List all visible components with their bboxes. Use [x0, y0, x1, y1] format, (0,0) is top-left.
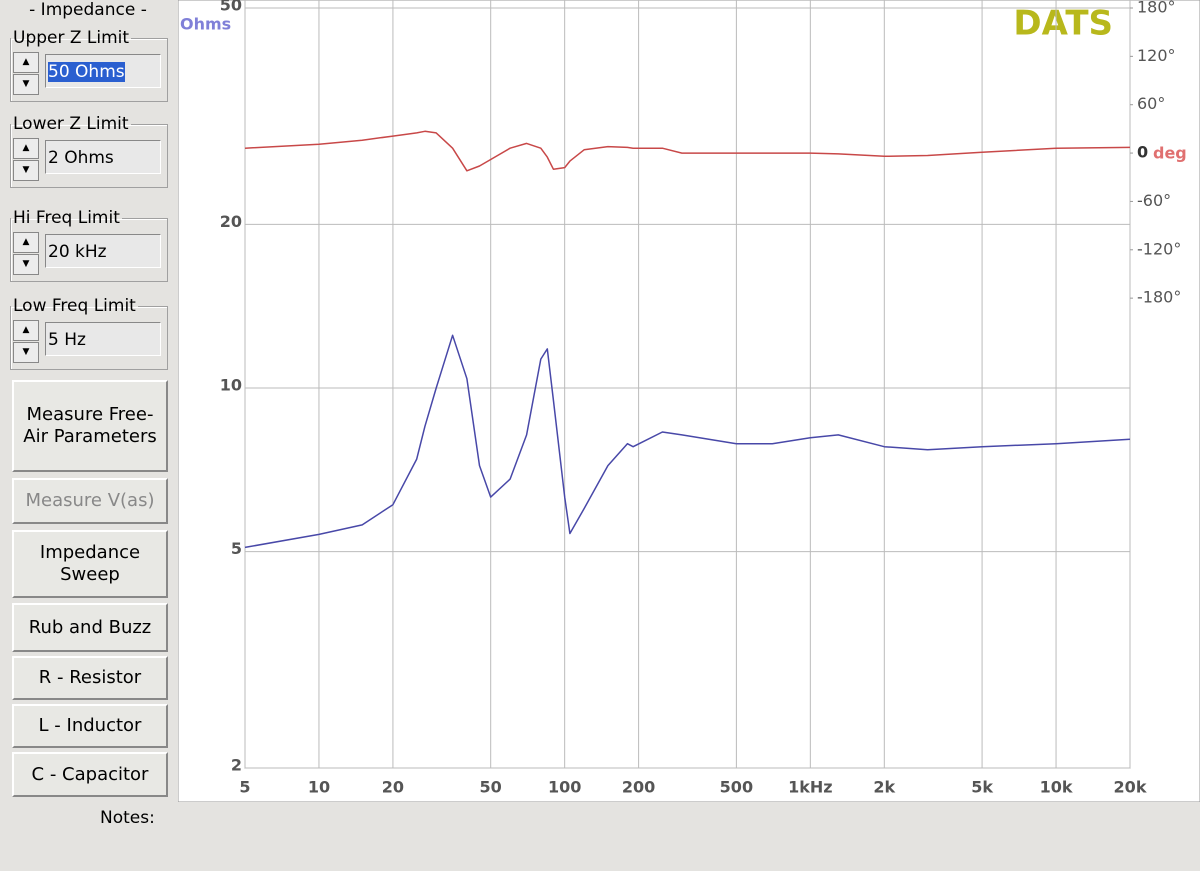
button[interactable]: L - Inductor [12, 704, 168, 748]
y-axis-label: Ohms [180, 15, 231, 34]
button[interactable]: Measure Free-Air Parameters [12, 380, 168, 472]
limit-input[interactable]: 5 Hz [45, 322, 161, 356]
sidebar: - Impedance - Upper Z Limit ▲ ▼ 50 Ohms Lowe… [0, 0, 176, 800]
spin-down[interactable]: ▼ [13, 342, 39, 363]
spin-up[interactable]: ▲ [13, 232, 39, 253]
y-tick-label: 50 [220, 0, 242, 15]
limit-label: Low Freq Limit [13, 296, 136, 316]
limit-group: Hi Freq Limit ▲ ▼ 20 kHz [10, 208, 168, 282]
y2-tick-label: 120° [1137, 46, 1176, 65]
y2-tick-label: -60° [1137, 191, 1171, 210]
series-line [244, 334, 1131, 549]
x-tick-label: 10k [1040, 778, 1073, 797]
spinner[interactable]: ▲ ▼ [13, 320, 39, 363]
notes-label: Notes: [100, 808, 155, 828]
spin-up[interactable]: ▲ [13, 138, 39, 159]
limit-value[interactable]: 5 Hz [48, 330, 86, 350]
x-tick-label: 10 [308, 778, 330, 797]
brand: DATS [1013, 4, 1113, 44]
series-line [244, 130, 1131, 172]
limit-input[interactable]: 20 kHz [45, 234, 161, 268]
y2-axis-label: deg [1153, 144, 1187, 163]
x-tick-label: 5k [971, 778, 993, 797]
spinner[interactable]: ▲ ▼ [13, 232, 39, 275]
limit-value[interactable]: 20 kHz [48, 242, 107, 262]
button[interactable]: Rub and Buzz [12, 603, 168, 652]
limit-value[interactable]: 2 Ohms [48, 148, 114, 168]
y-tick-label: 10 [220, 376, 242, 395]
spin-up[interactable]: ▲ [13, 52, 39, 73]
spinner[interactable]: ▲ ▼ [13, 52, 39, 95]
y2-tick-label: 0 [1137, 143, 1148, 162]
spin-down[interactable]: ▼ [13, 254, 39, 275]
group-title: - Impedance - [29, 0, 147, 20]
x-tick-label: 200 [622, 778, 655, 797]
chart-background [178, 0, 1200, 802]
limit-value[interactable]: 50 Ohms [48, 62, 125, 82]
x-tick-label: 100 [548, 778, 581, 797]
x-tick-label: 20k [1114, 778, 1147, 797]
x-tick-label: 1kHz [788, 778, 832, 797]
y2-tick-label: -180° [1137, 288, 1181, 307]
limit-label: Lower Z Limit [13, 114, 129, 134]
chart: Ohms DATS deg 5 10 20 50 100 200 500 1kHz 2k 5k 10… [178, 0, 1200, 802]
limit-label: Hi Freq Limit [13, 208, 120, 228]
x-tick-label: 500 [720, 778, 753, 797]
x-tick-label: 5 [239, 778, 250, 797]
limit-group: Upper Z Limit ▲ ▼ 50 Ohms [10, 28, 168, 102]
y-tick-label: 20 [220, 212, 242, 231]
limit-group: Low Freq Limit ▲ ▼ 5 Hz [10, 296, 168, 370]
limit-label: Upper Z Limit [13, 28, 130, 48]
y2-tick-label: 180° [1137, 0, 1176, 17]
button[interactable]: C - Capacitor [12, 752, 168, 797]
x-tick-label: 2k [873, 778, 895, 797]
y-tick-label: 2 [231, 756, 242, 775]
button: Measure V(as) [12, 478, 168, 524]
spin-down[interactable]: ▼ [13, 74, 39, 95]
limit-input[interactable]: 2 Ohms [45, 140, 161, 174]
button[interactable]: R - Resistor [12, 656, 168, 700]
limit-input[interactable]: 50 Ohms [45, 54, 161, 88]
x-tick-label: 50 [480, 778, 502, 797]
y2-tick-label: 60° [1137, 94, 1165, 113]
spin-down[interactable]: ▼ [13, 160, 39, 181]
spinner[interactable]: ▲ ▼ [13, 138, 39, 181]
button[interactable]: Impedance Sweep [12, 530, 168, 598]
spin-up[interactable]: ▲ [13, 320, 39, 341]
x-tick-label: 20 [382, 778, 404, 797]
limit-group: Lower Z Limit ▲ ▼ 2 Ohms [10, 114, 168, 188]
y-tick-label: 5 [231, 539, 242, 558]
y2-tick-label: -120° [1137, 239, 1181, 258]
